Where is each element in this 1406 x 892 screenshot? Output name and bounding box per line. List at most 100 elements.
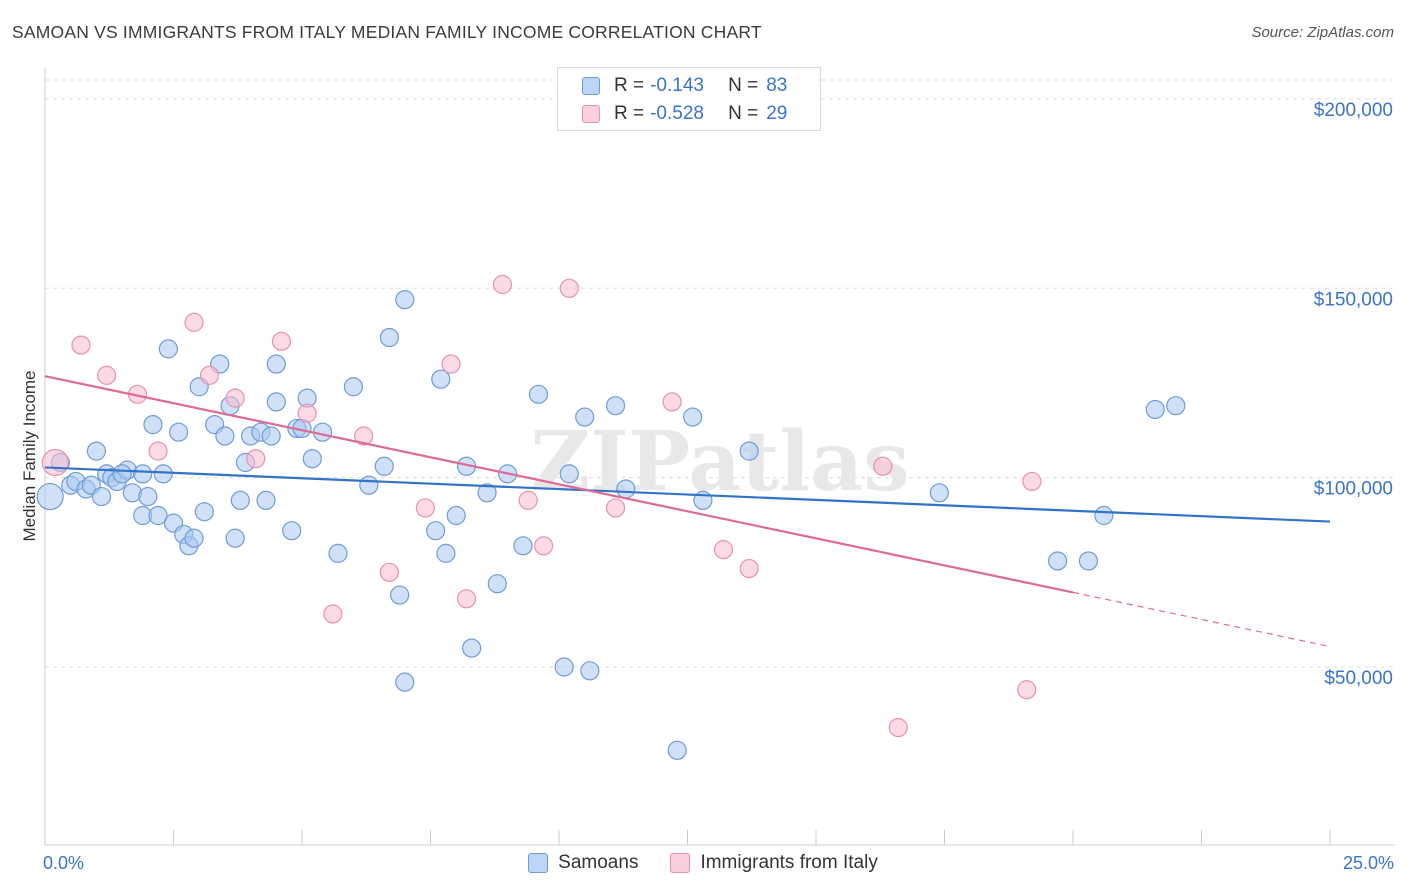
samoans-point: [605, 396, 626, 416]
samoans-point: [261, 426, 281, 446]
x-tick-min: 0.0%: [43, 853, 85, 873]
samoans-point: [575, 407, 595, 427]
samoans-point: [194, 502, 214, 522]
samoans-point: [431, 369, 451, 389]
italy-point: [559, 278, 579, 298]
italy-point: [605, 498, 626, 518]
samoans-r-value: -0.143: [650, 75, 704, 96]
samoans-swatch: [582, 77, 600, 95]
samoans-point: [343, 377, 363, 397]
series-legend: Samoans Immigrants from Italy: [0, 852, 1406, 874]
legend-samoans-label: Samoans: [558, 852, 639, 873]
samoans-point: [379, 327, 399, 348]
samoans-point: [86, 441, 107, 461]
x-tick-max: 25.0%: [1342, 853, 1394, 873]
legend-italy-swatch: [670, 853, 691, 873]
samoans-point: [302, 449, 322, 469]
samoans-r-label: R =: [614, 75, 645, 96]
source-label: Source: ZipAtlas.com: [1251, 24, 1394, 41]
samoans-point: [559, 464, 579, 484]
samoans-trend-line: [44, 466, 1331, 523]
samoans-point: [667, 740, 687, 760]
samoans-n-value: 83: [766, 75, 788, 96]
samoans-point: [1078, 551, 1099, 571]
samoans-point: [395, 290, 415, 310]
legend-row-samoans: R = -0.143 N = 83: [582, 74, 787, 98]
samoans-point: [256, 490, 276, 510]
italy-r-label: R =: [614, 103, 645, 124]
samoans-point: [513, 536, 533, 556]
samoans-point: [91, 486, 112, 507]
samoans-point: [153, 464, 173, 484]
samoans-point: [929, 483, 949, 503]
samoans-point: [133, 464, 153, 484]
y-tick-label: $100,000: [1314, 479, 1393, 500]
legend-item-samoans: Samoans: [528, 852, 638, 874]
italy-n-value: 29: [766, 103, 788, 124]
italy-point: [148, 441, 168, 461]
legend-italy-label: Immigrants from Italy: [700, 852, 878, 873]
y-axis-label: Median Family Income: [20, 370, 39, 542]
samoans-point: [580, 661, 600, 681]
samoans-point: [446, 505, 466, 526]
italy-trend-line: [44, 375, 1074, 594]
italy-point: [518, 490, 538, 510]
samoans-point: [215, 426, 235, 446]
samoans-point: [395, 672, 415, 692]
italy-point: [739, 558, 759, 579]
samoans-point: [225, 528, 245, 548]
samoans-point: [477, 483, 497, 503]
y-tick-label: $200,000: [1314, 100, 1393, 121]
italy-point: [1017, 680, 1037, 700]
italy-trend-extension: [1072, 591, 1331, 648]
italy-point: [246, 449, 266, 469]
legend-row-italy: R = -0.528 N = 29: [582, 102, 787, 126]
italy-point: [354, 426, 374, 446]
italy-point: [492, 274, 513, 295]
chart-title: SAMOAN VS IMMIGRANTS FROM ITALY MEDIAN F…: [12, 22, 762, 42]
y-tick-label: $150,000: [1314, 289, 1393, 310]
italy-point: [379, 562, 399, 582]
y-tick-label: $50,000: [1324, 668, 1393, 689]
italy-point: [441, 354, 461, 374]
samoans-point: [1145, 399, 1165, 420]
italy-point: [271, 331, 292, 351]
samoans-n-label: N =: [728, 75, 759, 96]
samoans-point: [148, 505, 168, 526]
samoans-point: [554, 657, 574, 677]
samoans-point: [138, 486, 158, 507]
samoans-point: [683, 407, 703, 427]
samoans-point: [616, 479, 636, 499]
samoans-point: [143, 415, 163, 435]
italy-point: [184, 312, 204, 332]
samoans-point: [528, 384, 549, 404]
samoans-point: [426, 521, 446, 541]
samoans-point: [390, 585, 410, 605]
italy-point: [41, 448, 69, 477]
italy-point: [873, 456, 893, 476]
italy-point: [713, 540, 734, 560]
italy-r-value: -0.528: [650, 103, 704, 124]
samoans-point: [462, 638, 482, 658]
samoans-point: [36, 482, 64, 511]
samoans-point: [739, 441, 759, 461]
correlation-legend: R = -0.143 N = 83 R = -0.528 N = 29: [557, 67, 821, 131]
legend-item-italy: Immigrants from Italy: [670, 852, 878, 874]
italy-point: [662, 392, 682, 412]
italy-point: [297, 403, 317, 423]
italy-point: [456, 589, 477, 609]
samoans-point: [266, 392, 286, 412]
legend-samoans-swatch: [528, 853, 549, 873]
italy-point: [225, 388, 245, 408]
italy-point: [71, 335, 91, 355]
samoans-point: [282, 521, 302, 541]
watermark: ZIPatlas: [530, 414, 909, 510]
samoans-point: [1094, 505, 1114, 526]
samoans-point: [374, 456, 394, 476]
samoans-point: [1047, 551, 1068, 571]
italy-point: [415, 498, 435, 518]
samoans-point: [230, 490, 250, 510]
italy-point: [323, 604, 343, 624]
samoans-point: [266, 354, 286, 374]
